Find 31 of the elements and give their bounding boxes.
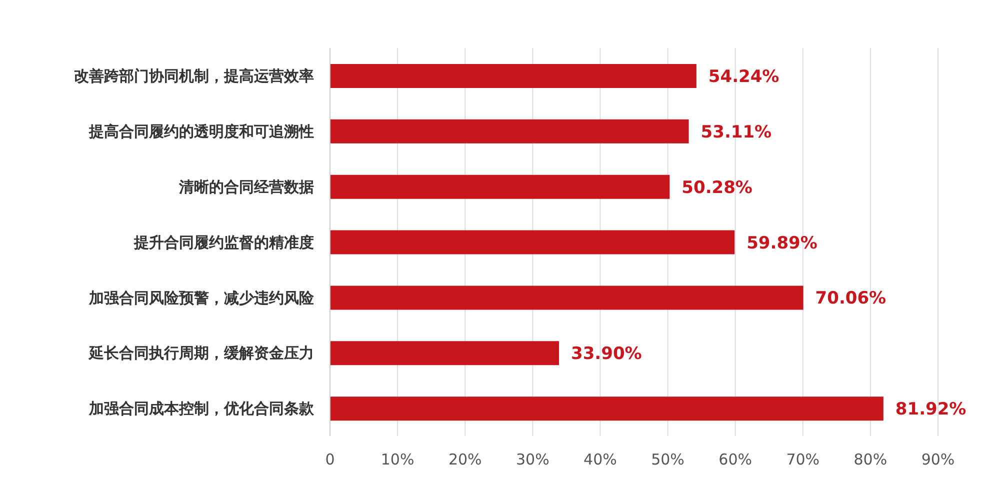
y-tick-label: 提升合同履约监督的精准度 <box>133 233 314 252</box>
y-tick-label: 改善跨部门协同机制，提高运营效率 <box>74 67 314 86</box>
bar <box>330 119 689 144</box>
y-tick-label: 提高合同履约的透明度和可追溯性 <box>88 122 314 140</box>
x-tick-label: 70% <box>786 450 820 469</box>
x-tick-label: 0 <box>325 450 335 469</box>
y-tick-label: 加强合同风险预警，减少违约风险 <box>88 288 315 307</box>
x-tick-label: 50% <box>651 450 684 469</box>
bar <box>330 341 560 366</box>
data-label: 81.92% <box>895 400 966 420</box>
x-tick-label: 20% <box>448 450 482 469</box>
data-label: 53.11% <box>700 122 772 142</box>
bar <box>330 64 696 88</box>
data-label: 54.24% <box>708 67 780 88</box>
y-tick-label: 清晰的合同经营数据 <box>178 178 314 196</box>
y-tick-label: 延长合同执行周期，缓解资金压力 <box>88 344 314 362</box>
bar <box>330 396 884 421</box>
y-tick-label: 加强合同成本控制，优化合同条款 <box>88 400 315 418</box>
bar <box>330 286 804 310</box>
x-tick-label: 10% <box>380 450 414 469</box>
bar <box>330 230 735 254</box>
bar <box>330 174 670 199</box>
x-tick-label: 30% <box>516 450 550 469</box>
data-label: 59.89% <box>746 233 818 254</box>
data-label: 33.90% <box>571 344 642 364</box>
x-tick-label: 40% <box>584 450 617 469</box>
x-tick-label: 80% <box>854 450 888 469</box>
data-label: 70.06% <box>815 288 886 309</box>
x-tick-label: 90% <box>921 450 955 469</box>
x-tick-label: 60% <box>718 450 752 469</box>
data-label: 50.28% <box>682 178 752 198</box>
